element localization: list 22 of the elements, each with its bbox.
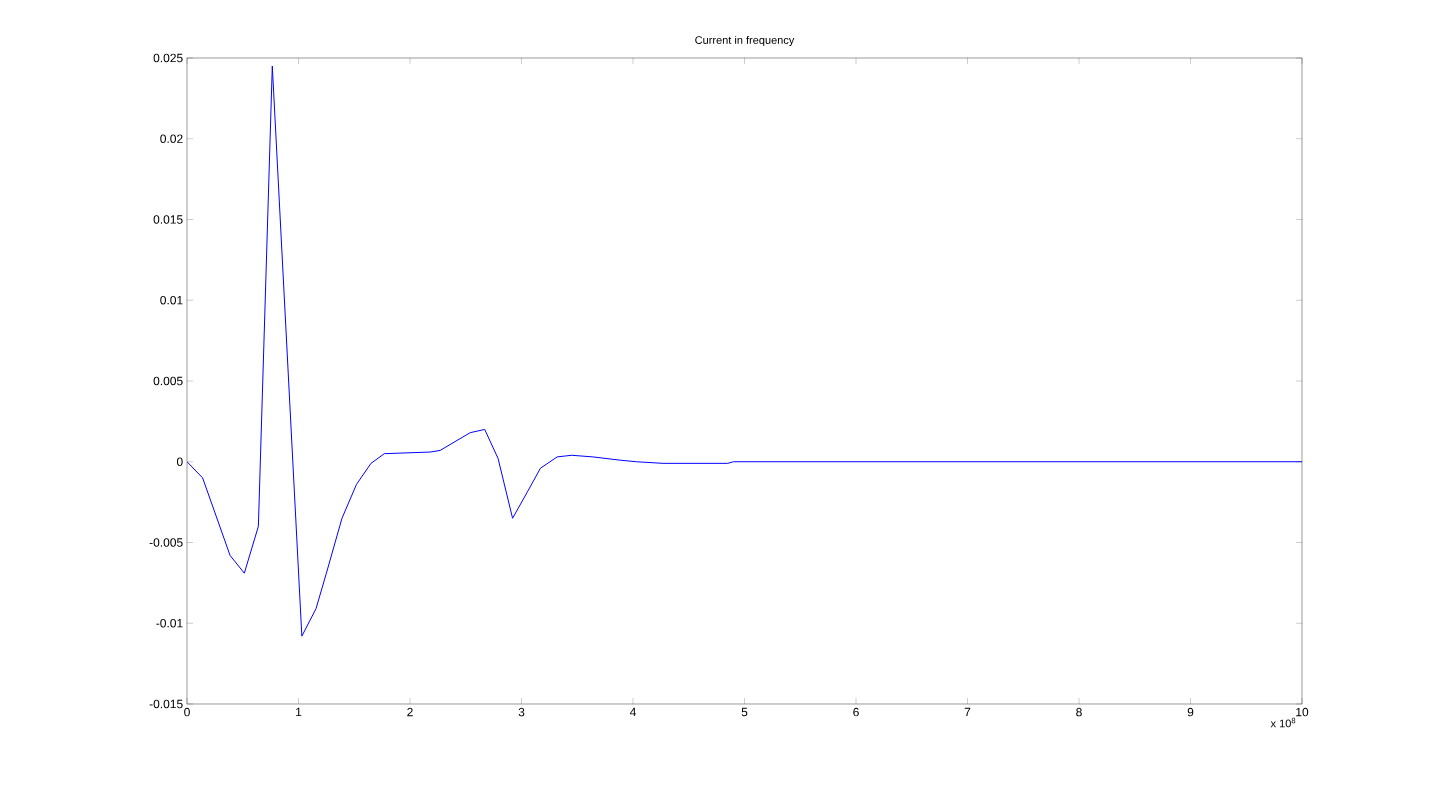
- x-tick-label: 9: [1187, 707, 1194, 717]
- x-tick-label: 8: [1076, 707, 1082, 717]
- x-tick-label: 0: [184, 707, 190, 717]
- x-tick-label: 3: [518, 707, 525, 717]
- x-tick-label: 1: [296, 707, 302, 717]
- y-tick-label: 0.01: [160, 296, 183, 305]
- x-tick-label: 6: [853, 707, 859, 717]
- y-tick-label: -0.005: [149, 538, 183, 547]
- x-tick-label: 4: [629, 707, 636, 717]
- y-tick-label: 0.005: [153, 376, 183, 386]
- y-tick-label: 0.025: [153, 53, 183, 63]
- y-tick-label: 0.015: [153, 215, 183, 224]
- x-tick-label: 7: [964, 707, 971, 717]
- y-tick-label: -0.01: [156, 618, 183, 628]
- chart-title: Current in frequency: [695, 35, 795, 47]
- text: x 10$^{8}$: [1270, 717, 1296, 728]
- x-tick-label: 5: [741, 707, 748, 717]
- y-tick-label: -0.015: [149, 699, 183, 709]
- x-tick-label: 10: [1296, 707, 1309, 717]
- y-tick-label: 0.02: [160, 134, 183, 143]
- y-tick-label: 0: [176, 457, 183, 466]
- x-tick-label: 2: [407, 707, 413, 717]
